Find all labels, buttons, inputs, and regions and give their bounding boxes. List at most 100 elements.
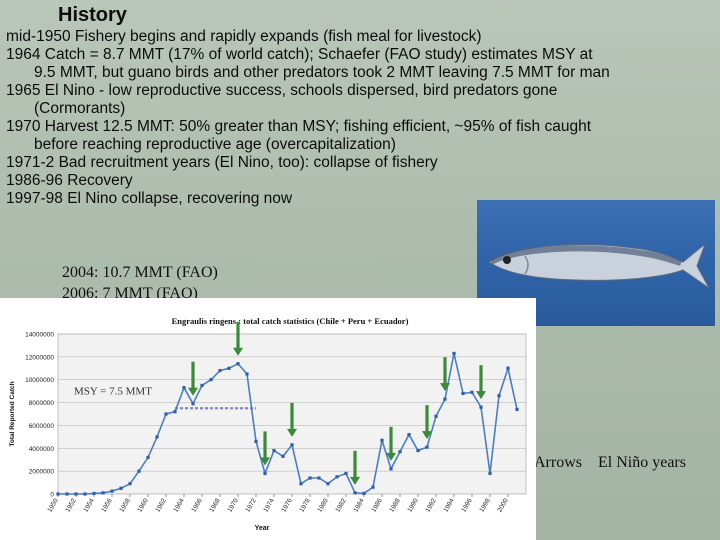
- x-tick-label: 1978: [298, 497, 311, 513]
- data-point: [83, 492, 87, 496]
- history-line: mid-1950 Fishery begins and rapidly expa…: [6, 28, 482, 45]
- history-line: 1971-2 Bad recruitment years (El Nino, t…: [6, 154, 438, 171]
- y-axis-label: Total Reported Catch: [9, 381, 16, 446]
- data-point: [227, 366, 231, 370]
- data-point: [470, 390, 474, 394]
- history-line: 1964 Catch = 8.7 MMT (17% of world catch…: [6, 46, 593, 63]
- data-point: [452, 351, 456, 356]
- x-tick-label: 1976: [280, 497, 293, 513]
- data-point: [326, 482, 330, 486]
- data-point: [65, 492, 69, 496]
- data-point: [425, 445, 429, 449]
- data-point: [101, 491, 105, 495]
- data-point: [434, 414, 438, 418]
- y-tick-label: 4000000: [29, 446, 55, 453]
- data-point: [119, 486, 123, 490]
- arrows-legend: Arrows El Niño years: [534, 454, 686, 472]
- elnino-arrow: [233, 321, 243, 356]
- history-line: 9.5 MMT, but guano birds and other preda…: [34, 64, 610, 81]
- data-point: [245, 372, 249, 376]
- data-point: [290, 443, 294, 447]
- x-tick-label: 1954: [82, 497, 95, 513]
- x-tick-label: 1950: [46, 497, 59, 513]
- elnino-arrow: [476, 365, 486, 400]
- data-point: [110, 489, 114, 493]
- x-tick-label: 1996: [460, 497, 473, 513]
- data-point: [407, 432, 411, 437]
- series-line: [58, 353, 518, 495]
- elnino-arrow: [440, 357, 450, 392]
- data-point: [380, 438, 384, 442]
- history-bullets: mid-1950 Fishery begins and rapidly expa…: [6, 28, 718, 208]
- data-point: [182, 386, 186, 390]
- x-tick-label: 1988: [388, 497, 401, 513]
- x-tick-label: 1952: [64, 497, 77, 513]
- x-tick-label: 1972: [244, 497, 257, 513]
- data-point: [488, 471, 492, 476]
- x-tick-label: 1960: [136, 497, 149, 513]
- chart-title: Engraulis ringens : total catch statisti…: [172, 316, 409, 326]
- data-point: [389, 467, 393, 471]
- data-point: [191, 402, 195, 406]
- data-point: [461, 391, 465, 396]
- data-point: [92, 491, 96, 496]
- elnino-arrow: [386, 426, 396, 461]
- data-point: [497, 394, 501, 398]
- data-point: [443, 397, 447, 401]
- y-tick-label: 10000000: [25, 377, 54, 384]
- history-line: 1970 Harvest 12.5 MMT: 50% greater than …: [6, 118, 592, 135]
- data-point: [236, 362, 240, 366]
- data-point: [281, 454, 285, 458]
- data-point: [218, 368, 222, 373]
- data-point: [128, 482, 132, 486]
- x-tick-label: 1962: [154, 497, 167, 513]
- msy-label: MSY = 7.5 MMT: [74, 385, 152, 397]
- data-point: [137, 469, 141, 473]
- y-tick-label: 0: [50, 492, 54, 499]
- data-point: [308, 476, 312, 480]
- elnino-arrow: [287, 402, 297, 437]
- x-tick-label: 1958: [118, 497, 131, 513]
- y-tick-label: 2000000: [29, 469, 55, 476]
- x-axis-label: Year: [255, 525, 270, 532]
- y-tick-label: 12000000: [25, 354, 54, 361]
- x-tick-label: 1968: [208, 497, 221, 513]
- stat-2006: 2006: 7 MMT (FAO): [62, 285, 198, 302]
- data-point: [416, 448, 420, 453]
- x-tick-label: 1994: [442, 497, 455, 513]
- catch-chart: Engraulis ringens : total catch statisti…: [9, 316, 527, 532]
- y-tick-label: 6000000: [29, 423, 55, 430]
- legend-elnino-label: El Niño years: [598, 454, 686, 471]
- data-point: [209, 378, 213, 382]
- y-tick-label: 14000000: [25, 332, 54, 339]
- data-point: [299, 482, 303, 486]
- data-point: [155, 435, 159, 439]
- data-point: [263, 471, 267, 476]
- data-point: [74, 492, 78, 496]
- data-point: [56, 492, 60, 496]
- history-line: 1965 El Nino - low reproductive success,…: [6, 82, 558, 99]
- data-point: [173, 410, 177, 414]
- x-tick-label: 1990: [406, 497, 419, 513]
- x-tick-label: 1974: [262, 497, 275, 513]
- x-tick-label: 1980: [316, 497, 329, 513]
- data-point: [353, 491, 357, 495]
- data-point: [479, 405, 483, 409]
- x-tick-label: 1970: [226, 497, 239, 513]
- anchovy-illustration: [488, 242, 710, 289]
- x-tick-label: 1956: [100, 497, 113, 513]
- elnino-arrow: [422, 405, 432, 440]
- elnino-arrow: [188, 361, 198, 396]
- slide-title: History: [58, 4, 127, 26]
- legend-arrows-label: Arrows: [534, 454, 582, 471]
- x-tick-label: 1986: [370, 497, 383, 513]
- data-point: [362, 491, 366, 496]
- data-point: [515, 407, 519, 412]
- stat-2004: 2004: 10.7 MMT (FAO): [62, 264, 218, 281]
- data-point: [272, 448, 276, 453]
- y-tick-label: 8000000: [29, 400, 55, 407]
- catch-chart-panel: Engraulis ringens : total catch statisti…: [0, 298, 536, 540]
- data-point: [371, 485, 375, 489]
- catch-stats: 2004: 10.7 MMT (FAO) 2006: 7 MMT (FAO): [62, 262, 218, 304]
- data-point: [317, 476, 321, 480]
